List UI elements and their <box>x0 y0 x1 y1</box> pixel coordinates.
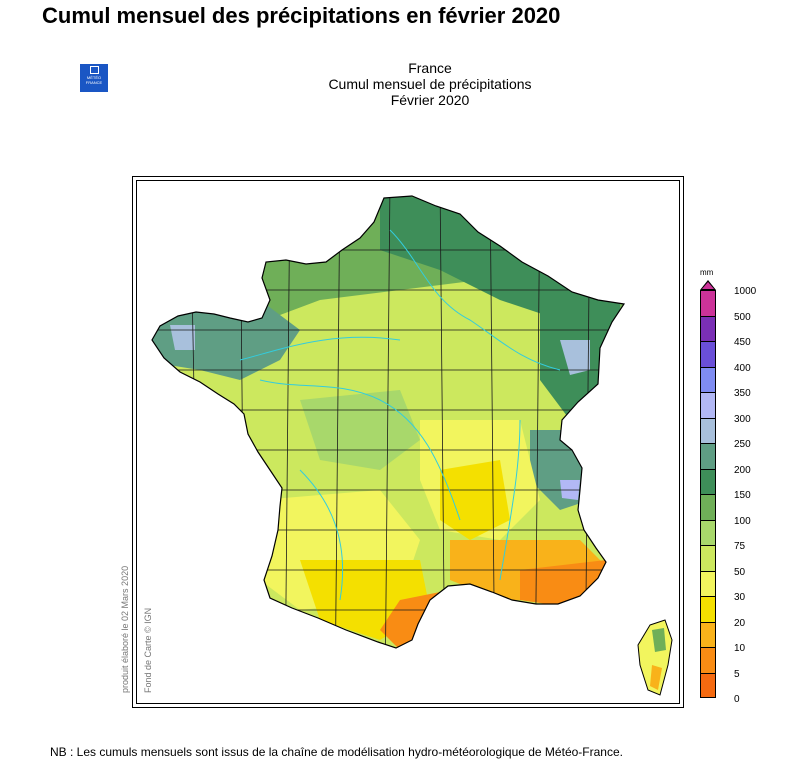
production-date-note: produit élaboré le 02 Mars 2020 <box>120 565 130 693</box>
legend-swatch <box>700 315 716 341</box>
legend-color-bar <box>700 290 716 698</box>
map-heading-variable: Cumul mensuel de précipitations <box>328 76 532 92</box>
river-network <box>239 229 561 601</box>
legend-label: 100 <box>734 515 751 527</box>
legend-label: 1000 <box>734 286 757 297</box>
legend-label: 10 <box>734 643 746 654</box>
map-frame-inner <box>136 180 680 704</box>
legend-label: 250 <box>734 439 751 450</box>
legend-label: 300 <box>734 413 751 425</box>
legend-unit: mm <box>700 268 714 277</box>
legend-label: 20 <box>734 617 746 629</box>
legend-swatch <box>700 672 716 698</box>
legend-swatch <box>700 392 716 418</box>
legend-swatch <box>700 621 716 647</box>
legend-swatch <box>700 290 716 316</box>
legend-swatch <box>700 570 716 596</box>
map-heading-period: Février 2020 <box>390 92 470 108</box>
legend-swatch <box>700 519 716 545</box>
legend-swatch <box>700 417 716 443</box>
legend-swatch <box>700 494 716 520</box>
map-heading: France Cumul mensuel de précipitations F… <box>280 60 580 108</box>
legend-swatch <box>700 596 716 622</box>
legend-swatch <box>700 545 716 571</box>
basemap-credit: Fond de Carte © IGN <box>143 607 153 693</box>
legend-arrow-icon <box>700 280 716 290</box>
legend-label: 0 <box>734 694 740 705</box>
legend-label: 200 <box>734 464 751 476</box>
map-heading-country: France <box>408 60 452 76</box>
legend-swatch <box>700 468 716 494</box>
legend-label: 50 <box>734 566 746 578</box>
legend-swatch <box>700 647 716 673</box>
legend-swatch <box>700 341 716 367</box>
precipitation-field <box>152 196 624 648</box>
legend-label: 5 <box>734 668 740 680</box>
legend-label: 500 <box>734 311 751 323</box>
logo-icon <box>89 66 99 74</box>
precipitation-map <box>151 195 673 696</box>
legend-swatch <box>700 366 716 392</box>
legend-label: 400 <box>734 362 751 374</box>
footnote: NB : Les cumuls mensuels sont issus de l… <box>50 745 623 759</box>
legend-label: 150 <box>734 490 751 501</box>
legend-swatch <box>700 443 716 469</box>
legend-label: 350 <box>734 388 751 399</box>
legend-label: 75 <box>734 541 746 552</box>
page-title: Cumul mensuel des précipitations en févr… <box>42 3 561 28</box>
legend-label: 450 <box>734 337 751 348</box>
meteo-france-logo: MÉTÉO FRANCE <box>80 64 108 92</box>
map-frame <box>132 176 684 708</box>
legend-label: 30 <box>734 592 746 603</box>
